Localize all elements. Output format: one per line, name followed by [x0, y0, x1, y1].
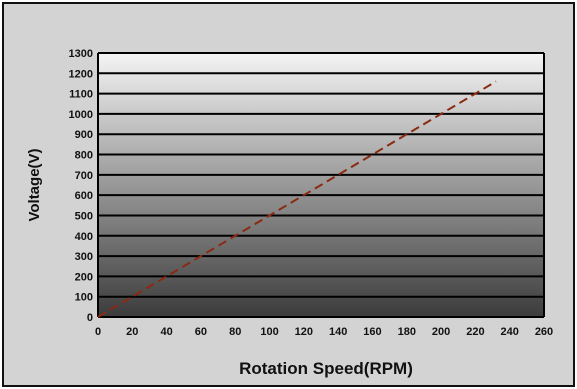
x-tick-label: 200 — [432, 326, 450, 338]
x-tick-label: 240 — [501, 326, 519, 338]
y-tick-label: 900 — [75, 129, 93, 141]
y-tick-label: 800 — [75, 150, 93, 162]
y-tick-label: 0 — [87, 312, 93, 324]
line-chart: 0100200300400500600700800900100011001200… — [26, 48, 553, 378]
y-tick-label: 200 — [75, 271, 93, 283]
gridlines — [97, 52, 545, 318]
x-tick-label: 180 — [398, 326, 416, 338]
x-tick-label: 100 — [260, 326, 278, 338]
x-tick-label: 60 — [195, 326, 207, 338]
x-axis-title: Rotation Speed(RPM) — [239, 359, 413, 378]
x-tick-label: 40 — [160, 326, 172, 338]
y-tick-label: 1000 — [69, 109, 93, 121]
x-tick-label: 140 — [329, 326, 347, 338]
y-tick-label: 1300 — [69, 48, 93, 60]
x-tick-label: 260 — [535, 326, 553, 338]
series-line-0 — [97, 80, 497, 318]
y-axis-title: Voltage(V) — [26, 148, 43, 221]
y-tick-label: 1100 — [69, 89, 93, 101]
y-tick-label: 400 — [75, 231, 93, 243]
x-tick-label: 160 — [363, 326, 381, 338]
y-tick-label: 500 — [75, 210, 93, 222]
y-tick-label: 600 — [75, 190, 93, 202]
x-axis-ticks: 0 20 40 60 80 100 120 140 160 180 200 220 240 260 — [95, 326, 553, 338]
y-axis-ticks: 0 100 200 300 400 500 600 700 800 900 1000 1100 1200… — [69, 48, 93, 324]
y-tick-label: 100 — [75, 292, 93, 304]
y-tick-label: 700 — [75, 170, 93, 182]
y-tick-label: 300 — [75, 251, 93, 263]
x-tick-label: 120 — [295, 326, 313, 338]
x-tick-label: 220 — [466, 326, 484, 338]
series-layer — [97, 80, 497, 318]
x-tick-label: 20 — [126, 326, 138, 338]
x-tick-label: 0 — [95, 326, 101, 338]
y-tick-label: 1200 — [69, 68, 93, 80]
x-tick-label: 80 — [229, 326, 241, 338]
